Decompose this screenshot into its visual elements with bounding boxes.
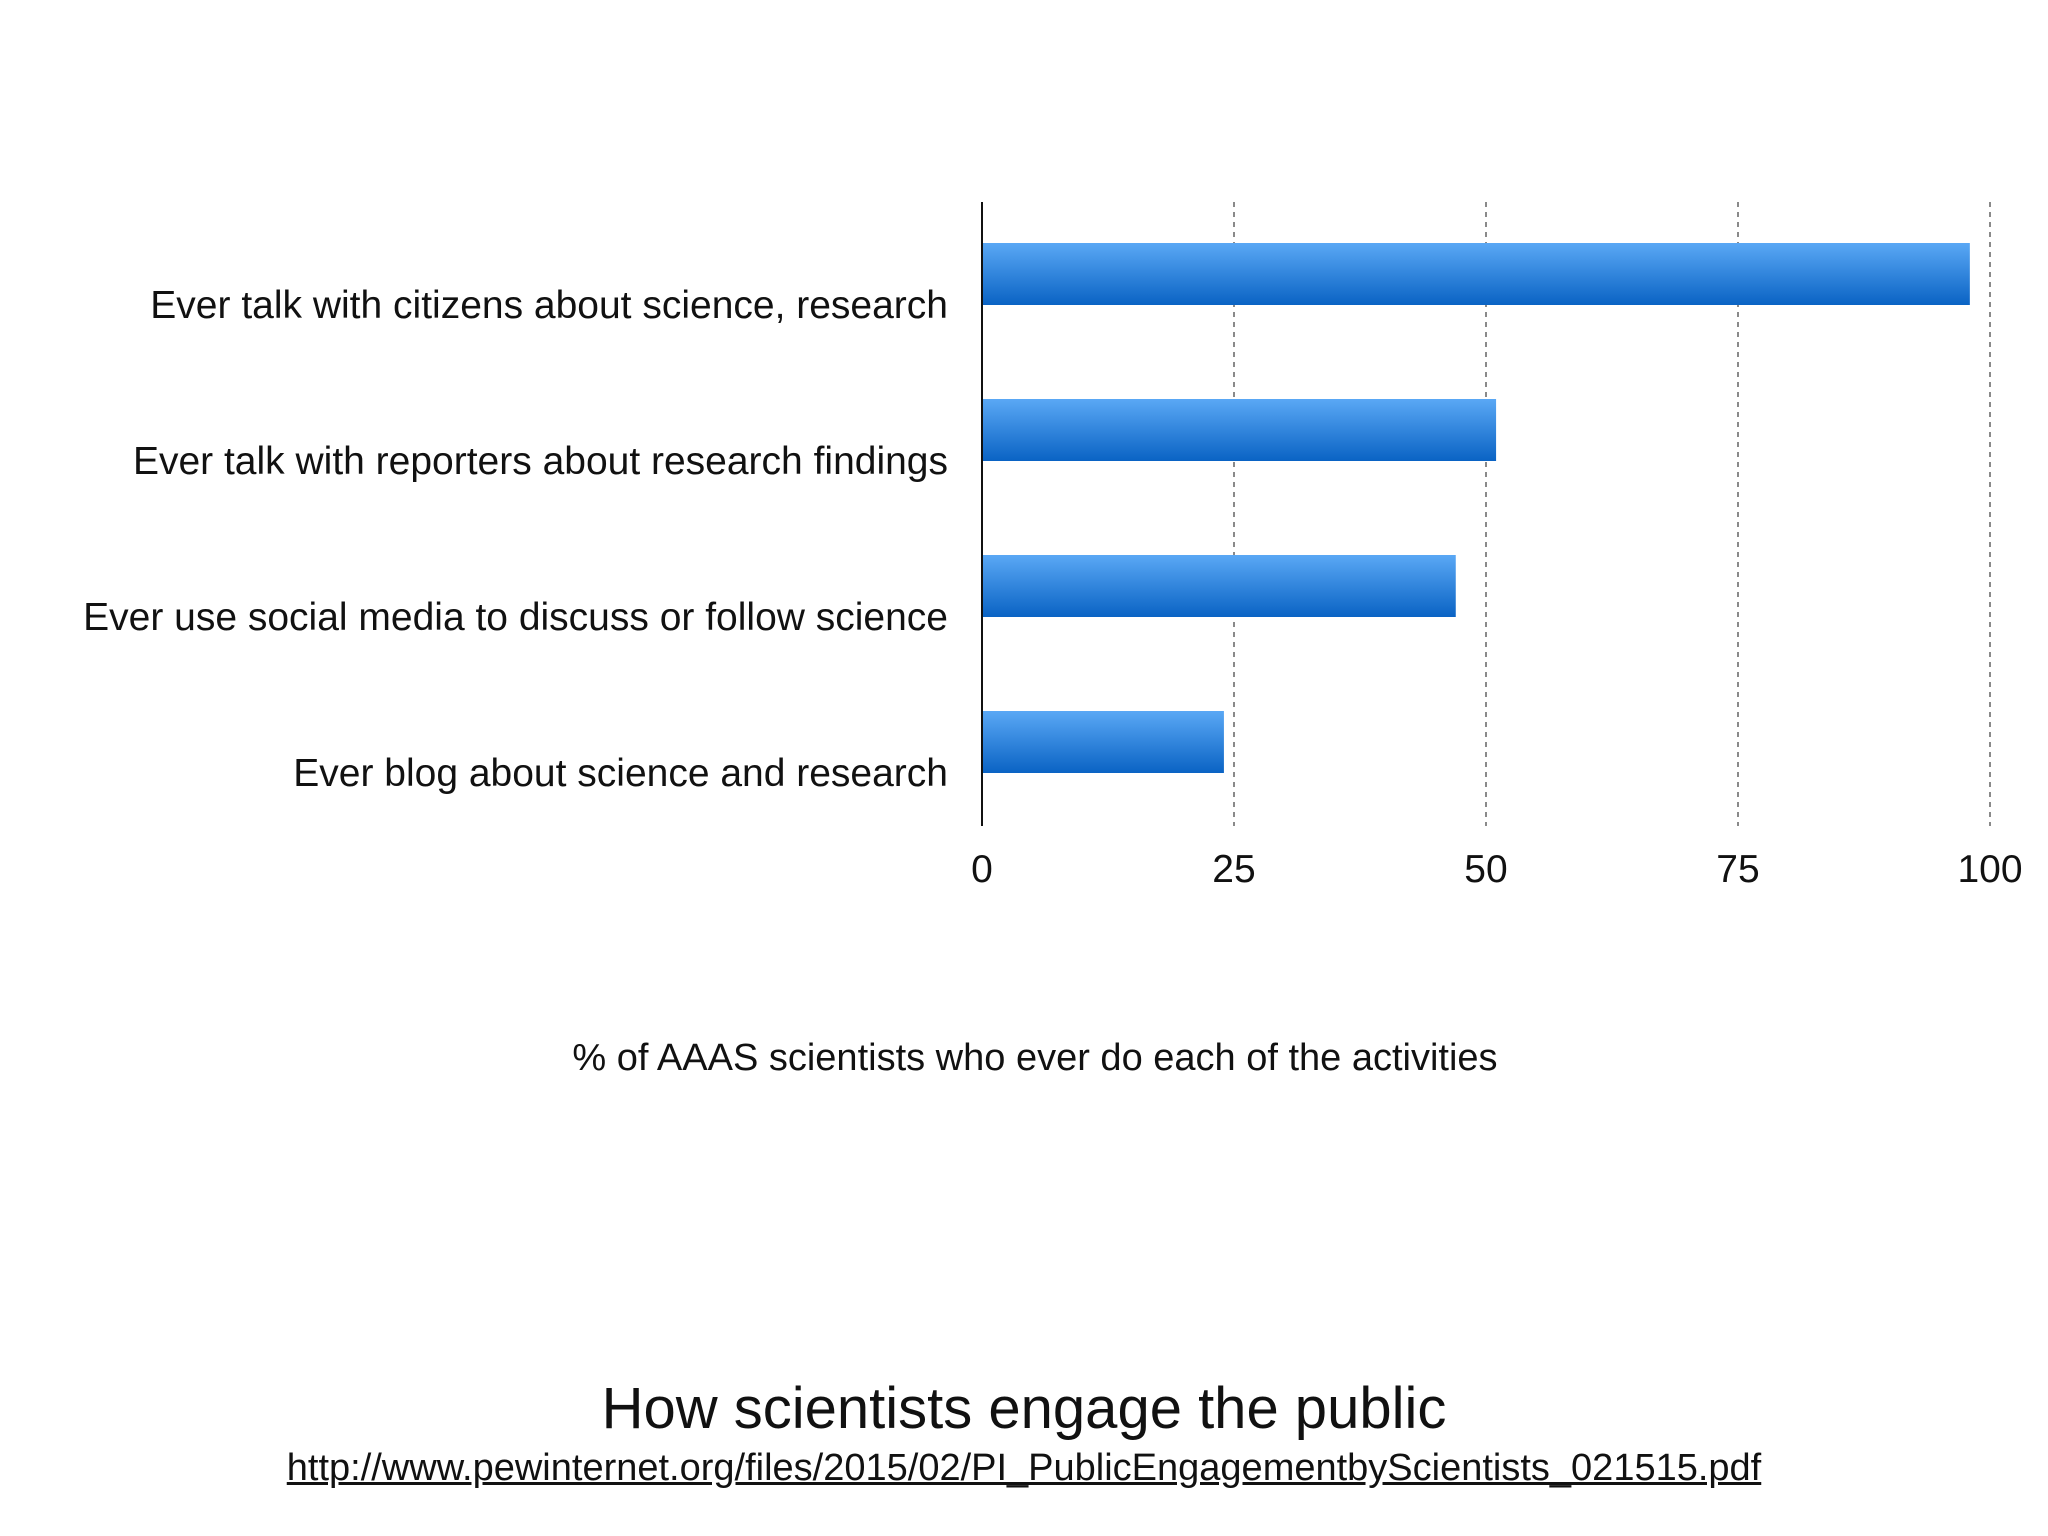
x-tick-label: 25 <box>1212 848 1255 891</box>
x-tick-label: 100 <box>1957 848 2022 891</box>
x-tick-label: 75 <box>1716 848 1759 891</box>
bar <box>982 399 1497 461</box>
bars <box>982 243 1970 773</box>
tick-labels: 0 25 50 75 100 <box>971 848 2022 891</box>
category-label: Ever talk with citizens about science, r… <box>150 284 948 327</box>
x-tick-label: 0 <box>971 848 993 891</box>
slide-title: How scientists engage the public <box>601 1376 1447 1441</box>
x-tick-label: 50 <box>1464 848 1507 891</box>
bar <box>982 243 1970 305</box>
bar <box>982 711 1224 773</box>
category-label: Ever use social media to discuss or foll… <box>83 596 948 639</box>
category-label: Ever blog about science and research <box>293 752 948 795</box>
bar <box>982 555 1456 617</box>
source-link[interactable]: http://www.pewinternet.org/files/2015/02… <box>286 1447 1762 1489</box>
category-labels: Ever talk with citizens about science, r… <box>83 284 948 795</box>
category-label: Ever talk with reporters about research … <box>133 440 948 483</box>
source-link-container: http://www.pewinternet.org/files/2015/02… <box>0 1446 2048 1490</box>
x-axis-title: % of AAAS scientists who ever do each of… <box>572 1037 1497 1079</box>
gridlines <box>1233 202 1991 826</box>
